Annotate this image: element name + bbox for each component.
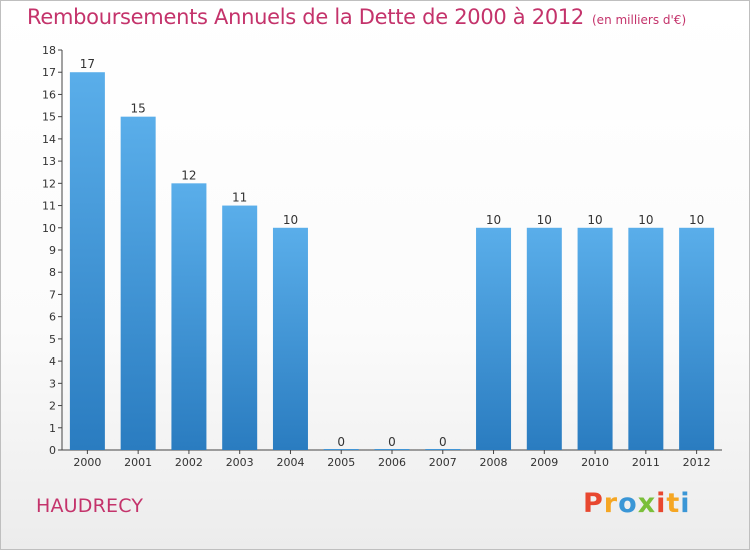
y-tick-label: 3 bbox=[49, 377, 56, 390]
x-tick-label: 2007 bbox=[429, 456, 457, 469]
data-label-2004: 10 bbox=[283, 213, 298, 227]
logo-letter: x bbox=[637, 488, 657, 519]
x-tick-label: 2010 bbox=[581, 456, 609, 469]
logo-letter: o bbox=[618, 488, 638, 519]
data-label-2002: 12 bbox=[181, 168, 196, 182]
city-name: HAUDRECY bbox=[36, 495, 144, 517]
y-tick-label: 8 bbox=[49, 266, 56, 279]
bar-2003 bbox=[222, 205, 258, 450]
y-tick-label: 5 bbox=[49, 333, 56, 346]
y-tick-label: 15 bbox=[42, 111, 56, 124]
data-label-2012: 10 bbox=[689, 213, 704, 227]
logo-letter: i bbox=[680, 488, 691, 519]
y-tick-label: 7 bbox=[49, 288, 56, 301]
x-tick-label: 2002 bbox=[175, 456, 203, 469]
y-tick-label: 1 bbox=[49, 422, 56, 435]
data-label-2009: 10 bbox=[537, 213, 552, 227]
x-tick-label: 2001 bbox=[124, 456, 152, 469]
y-tick-label: 10 bbox=[42, 222, 56, 235]
y-tick-label: 4 bbox=[49, 355, 56, 368]
data-label-2003: 11 bbox=[232, 191, 247, 205]
logo-letter: P bbox=[583, 488, 604, 519]
y-tick-label: 14 bbox=[42, 133, 56, 146]
x-tick-label: 2000 bbox=[73, 456, 101, 469]
chart-title: Remboursements Annuels de la Dette de 20… bbox=[27, 5, 686, 29]
bar-2011 bbox=[628, 227, 664, 450]
bar-2008 bbox=[476, 227, 512, 450]
data-label-2005: 0 bbox=[337, 435, 345, 449]
y-tick-label: 12 bbox=[42, 177, 56, 190]
y-tick-label: 13 bbox=[42, 155, 56, 168]
bar-2012 bbox=[679, 227, 715, 450]
y-tick-label: 0 bbox=[49, 444, 56, 457]
x-tick-label: 2009 bbox=[530, 456, 558, 469]
bar-2001 bbox=[120, 116, 156, 451]
y-tick-label: 17 bbox=[42, 66, 56, 79]
y-tick-label: 11 bbox=[42, 200, 56, 213]
data-label-2011: 10 bbox=[638, 213, 653, 227]
x-tick-label: 2008 bbox=[480, 456, 508, 469]
bar-2006 bbox=[374, 449, 410, 450]
data-label-2008: 10 bbox=[486, 213, 501, 227]
y-tick-label: 6 bbox=[49, 311, 56, 324]
data-label-2000: 17 bbox=[80, 57, 95, 71]
chart-title-text: Remboursements Annuels de la Dette de 20… bbox=[27, 5, 584, 29]
y-tick-label: 18 bbox=[42, 44, 56, 57]
logo-letter: r bbox=[603, 488, 619, 519]
data-label-2010: 10 bbox=[587, 213, 602, 227]
bar-2002 bbox=[171, 183, 207, 451]
x-tick-label: 2012 bbox=[683, 456, 711, 469]
bar-2009 bbox=[526, 227, 562, 450]
data-label-2001: 15 bbox=[131, 102, 146, 116]
bar-2000 bbox=[69, 72, 105, 450]
data-label-2007: 0 bbox=[439, 435, 447, 449]
y-tick-label: 2 bbox=[49, 400, 56, 413]
logo-letter: t bbox=[666, 488, 681, 519]
y-tick-label: 9 bbox=[49, 244, 56, 257]
bar-2004 bbox=[272, 227, 308, 450]
x-tick-label: 2005 bbox=[327, 456, 355, 469]
x-tick-label: 2006 bbox=[378, 456, 406, 469]
x-tick-label: 2004 bbox=[276, 456, 304, 469]
proxiti-logo: Proxiti bbox=[583, 488, 691, 519]
logo-letter: i bbox=[656, 488, 667, 519]
bar-2005 bbox=[323, 449, 359, 450]
x-tick-label: 2003 bbox=[226, 456, 254, 469]
x-tick-label: 2011 bbox=[632, 456, 660, 469]
y-tick-label: 16 bbox=[42, 88, 56, 101]
bar-2007 bbox=[425, 449, 461, 450]
bar-2010 bbox=[577, 227, 613, 450]
data-label-2006: 0 bbox=[388, 435, 396, 449]
chart-unit: (en milliers d'€) bbox=[592, 13, 687, 27]
